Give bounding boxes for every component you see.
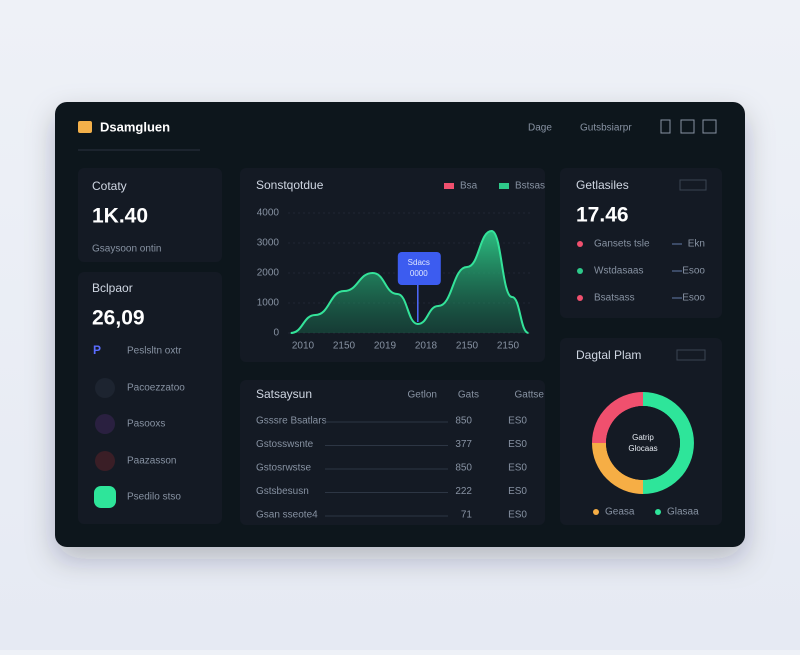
cell: 222: [455, 486, 472, 497]
nav-link[interactable]: Gutsbsiarpr: [580, 123, 632, 134]
stat-value: 17.46: [576, 204, 629, 227]
badge[interactable]: [676, 349, 706, 361]
row-name: Gsssre Bsatlars: [256, 416, 327, 427]
cell: ES0: [508, 510, 527, 521]
item-value: Esoo: [682, 266, 705, 277]
cell: 850: [455, 416, 472, 427]
row-name: Gsan sseote4: [256, 510, 318, 521]
donut-slice: [592, 443, 643, 494]
icon[interactable]: [702, 119, 717, 134]
icon: [95, 451, 115, 471]
panel-title: Cotaty: [92, 179, 127, 193]
row-name: Gstsbesusn: [256, 486, 309, 497]
donut-slice: [643, 392, 694, 494]
cell: 377: [455, 439, 472, 450]
badge[interactable]: [679, 179, 707, 191]
list-item: Pacoezzatoo: [127, 383, 185, 394]
chart-title: Sonstqotdue: [256, 178, 324, 192]
y-tick-label: 0: [273, 328, 279, 339]
icon: [95, 414, 115, 434]
dot: [577, 268, 583, 274]
cell: 71: [461, 510, 473, 521]
dot: [577, 295, 583, 301]
app-title: Dsamgluen: [100, 119, 170, 134]
cell: ES0: [508, 416, 527, 427]
legend-label: Bsa: [460, 181, 478, 192]
panel-title: Bclpaor: [92, 281, 133, 295]
caption: Gsaysoon ontin: [92, 244, 162, 255]
x-tick-label: 2150: [456, 341, 479, 352]
cell: ES0: [508, 463, 527, 474]
row-name: Gstosswsnte: [256, 439, 314, 450]
item-label: Wstdasaas: [594, 266, 643, 277]
icon: P: [93, 343, 101, 357]
panel-title: Satsaysun: [256, 387, 312, 401]
legend-swatch: [444, 183, 454, 189]
logo: [78, 121, 92, 133]
nav-link[interactable]: Dage: [528, 123, 552, 134]
icon: [94, 486, 116, 508]
center-label: Glocaas: [628, 444, 657, 453]
list-item: Paazasson: [127, 456, 176, 467]
tooltip-text: Sdacs: [408, 258, 430, 267]
cell: 850: [455, 463, 472, 474]
donut-hole: [606, 406, 680, 480]
legend-dot: [593, 509, 599, 515]
legend-label: Bstsas: [515, 181, 545, 192]
donut-slice: [592, 392, 643, 443]
list-item: Psedilo stso: [127, 492, 181, 503]
cell: ES0: [508, 486, 527, 497]
y-tick-label: 2000: [257, 268, 280, 279]
icon[interactable]: [660, 119, 671, 134]
chart-title: Dagtal Plam: [576, 348, 641, 362]
x-tick-label: 2018: [415, 341, 438, 352]
tooltip: [397, 252, 441, 285]
legend-label: Glasaa: [667, 507, 699, 518]
item-label: Bsatsass: [594, 293, 635, 304]
x-tick-label: 2019: [374, 341, 397, 352]
icon: [95, 378, 115, 398]
x-tick-label: 2010: [292, 341, 315, 352]
legend-swatch: [499, 183, 509, 189]
column-header: Gats: [458, 390, 479, 401]
legend-dot: [655, 509, 661, 515]
line: [290, 229, 529, 334]
panel: [78, 168, 222, 262]
y-tick-label: 3000: [257, 238, 280, 249]
item-value: Esoo: [682, 293, 705, 304]
center-label: Gatrip: [632, 433, 654, 442]
cell: ES0: [508, 439, 527, 450]
area: [290, 231, 529, 333]
column-header: Gattse: [515, 390, 545, 401]
panel-title: Getlasiles: [576, 178, 629, 192]
tooltip-text: 0000: [410, 269, 428, 278]
stat-value: 1K.40: [92, 205, 148, 228]
x-tick-label: 2150: [497, 341, 520, 352]
y-tick-label: 4000: [257, 208, 280, 219]
item-label: Gansets tsle: [594, 239, 650, 250]
item-value: Ekn: [688, 239, 705, 250]
list-item: Pasooxs: [127, 419, 165, 430]
icon[interactable]: [680, 119, 695, 134]
list-item: Peslsltn oxtr: [127, 346, 182, 357]
y-tick-label: 1000: [257, 298, 280, 309]
panel: [240, 380, 545, 525]
panel: [560, 168, 722, 318]
legend-label: Geasa: [605, 507, 635, 518]
x-tick-label: 2150: [333, 341, 356, 352]
row-name: Gstosrwstse: [256, 463, 311, 474]
stat-value: 26,09: [92, 307, 145, 330]
dot: [577, 241, 583, 247]
column-header: Getlon: [408, 390, 437, 401]
